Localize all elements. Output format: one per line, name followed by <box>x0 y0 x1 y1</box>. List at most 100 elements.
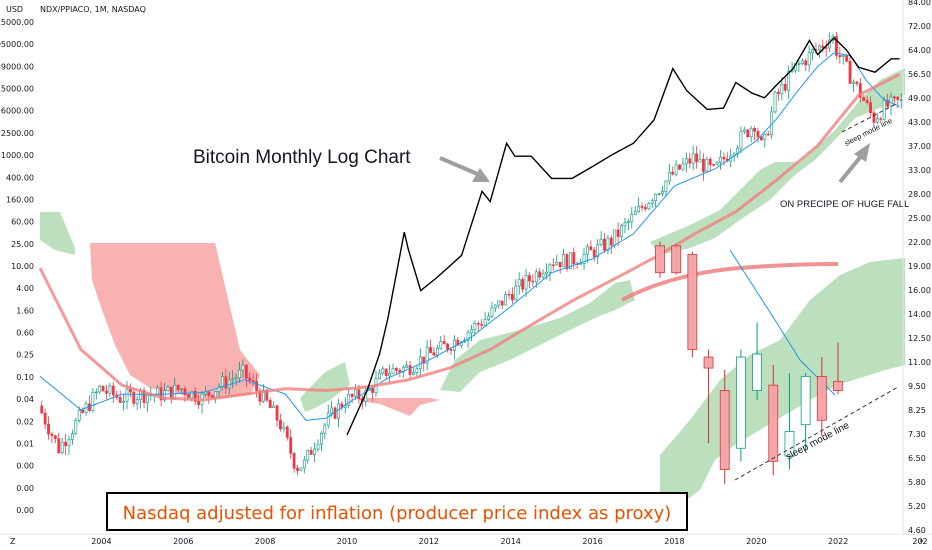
right-axis-tick-label: 7.30 <box>908 430 926 439</box>
left-axis-tick-label: 6000.00 <box>1 107 34 116</box>
price-candle <box>603 233 606 253</box>
price-candle <box>555 254 559 266</box>
left-axis-tick-label: 0.25 <box>16 351 34 360</box>
price-candle <box>766 130 770 136</box>
price-candle <box>432 347 436 356</box>
price-candle <box>715 161 719 166</box>
price-candle <box>507 290 511 300</box>
bitcoin-line-layer <box>346 36 900 436</box>
price-candle <box>238 361 241 383</box>
price-candle <box>582 247 586 270</box>
price-candle <box>630 207 634 229</box>
price-candle <box>422 356 426 372</box>
inset-long-ma <box>621 262 839 302</box>
price-candle <box>135 396 139 410</box>
price-candle <box>483 311 487 327</box>
right-axis-tick-label: 5.80 <box>908 478 926 487</box>
price-candle <box>712 163 716 167</box>
time-axis-tick-label: 2016 <box>582 537 602 546</box>
price-candle <box>279 413 282 432</box>
long-moving-average-line <box>38 73 901 402</box>
price-candle <box>292 451 296 473</box>
price-candle <box>616 222 620 246</box>
price-candle <box>644 204 647 212</box>
price-candle <box>821 39 825 53</box>
time-axis[interactable]: 2004 2006 2008 2010 2012 2014 2016 2018 2020 2022… <box>91 537 927 546</box>
price-candle <box>108 383 112 398</box>
price-candle <box>862 94 866 102</box>
price-candle <box>316 439 320 452</box>
price-candle <box>708 156 712 171</box>
price-candle <box>541 269 545 280</box>
price-candle <box>609 235 613 254</box>
price-candle <box>282 421 286 433</box>
left-axis-tick-label: 95000.00 <box>0 40 34 49</box>
right-axis-tick-label: 19.00 <box>908 262 931 271</box>
price-candle <box>681 157 685 171</box>
price-candle <box>589 240 593 251</box>
price-candle <box>306 449 310 464</box>
price-candle <box>872 110 876 126</box>
price-candle <box>504 291 507 306</box>
price-candle <box>94 388 98 400</box>
price-candle <box>869 96 872 118</box>
left-axis-tick-label: 225000.00 <box>0 18 34 27</box>
time-axis-tick-label: 2010 <box>337 537 357 546</box>
inset-candle <box>784 373 795 470</box>
price-candle <box>156 385 160 396</box>
right-axis-tick-label: 43.00 <box>908 118 931 127</box>
price-candle <box>579 258 583 265</box>
left-price-axis[interactable]: 225000.00 95000.00 39000.00 15000.00 6000.00… <box>0 18 34 515</box>
right-axis-tick-label: 9.50 <box>908 382 926 391</box>
price-candle <box>623 217 627 234</box>
inset-candle <box>800 373 811 451</box>
inset-candle <box>655 241 665 278</box>
goto-realtime-icon[interactable]: » <box>919 536 924 545</box>
price-candle <box>176 384 180 393</box>
price-candles <box>40 31 903 476</box>
right-price-axis[interactable]: 84.00 72.00 64.00 56.50 49.00 43.00 37.00 33.00… <box>908 0 931 535</box>
price-candle <box>592 246 596 262</box>
price-candle <box>313 442 316 463</box>
inset-candle <box>671 244 682 275</box>
price-candle <box>71 429 74 445</box>
price-candle <box>702 153 705 181</box>
price-candle <box>43 409 47 429</box>
price-candle <box>875 113 879 124</box>
price-candle <box>122 394 125 411</box>
price-candle <box>81 407 85 414</box>
price-candle <box>296 464 299 476</box>
price-candle <box>852 79 855 93</box>
price-candle <box>756 127 760 143</box>
price-candle <box>688 152 692 169</box>
price-candle <box>40 400 44 415</box>
price-candle <box>838 46 842 64</box>
price-candle <box>50 431 54 443</box>
price-candle <box>858 77 862 103</box>
price-candle <box>811 48 814 61</box>
price-candle <box>531 273 535 288</box>
left-axis-tick-label: 0.00 <box>16 506 34 515</box>
price-candle <box>299 467 303 472</box>
price-candle <box>476 321 480 332</box>
price-candle <box>572 247 576 270</box>
price-candle <box>586 243 589 263</box>
left-axis-tick-label: 15000.00 <box>0 85 34 94</box>
price-candle <box>626 218 630 231</box>
price-candle <box>848 54 852 84</box>
time-axis-tick-label: 2022 <box>828 537 848 546</box>
log-scale-toggle[interactable]: Z <box>10 537 16 546</box>
price-candle <box>783 77 787 93</box>
bitcoin-chart-annotation: Bitcoin Monthly Log Chart <box>193 147 411 168</box>
price-candle <box>207 391 211 404</box>
currency-label: USD <box>6 5 23 14</box>
price-candle <box>395 366 398 375</box>
price-candle <box>661 186 664 197</box>
time-axis-tick-label: 2018 <box>664 537 684 546</box>
right-axis-tick-label: 37.00 <box>908 142 931 151</box>
price-candle <box>470 324 473 342</box>
right-axis-tick-label: 16.00 <box>908 286 931 295</box>
price-candle <box>565 252 569 272</box>
left-axis-tick-label: 2500.00 <box>1 129 34 138</box>
